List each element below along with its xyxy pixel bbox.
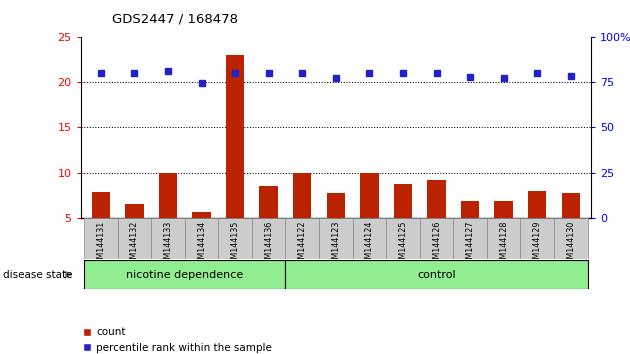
Text: GDS2447 / 168478: GDS2447 / 168478 [112, 12, 238, 25]
Text: GSM144133: GSM144133 [163, 221, 173, 269]
Bar [125, 204, 144, 218]
Bar [561, 193, 580, 218]
Text: GSM144136: GSM144136 [264, 221, 273, 269]
Legend: count, percentile rank within the sample: count, percentile rank within the sample [83, 327, 272, 353]
FancyBboxPatch shape [185, 218, 218, 259]
Text: disease state: disease state [3, 270, 72, 280]
FancyBboxPatch shape [218, 218, 252, 259]
Text: GSM144134: GSM144134 [197, 221, 206, 269]
Bar [495, 201, 513, 218]
Text: control: control [417, 270, 456, 280]
FancyBboxPatch shape [84, 218, 118, 259]
Text: GSM144130: GSM144130 [566, 221, 575, 269]
Bar [461, 201, 479, 218]
Bar [427, 180, 446, 218]
FancyBboxPatch shape [454, 218, 487, 259]
Bar [226, 55, 244, 218]
FancyBboxPatch shape [520, 218, 554, 259]
Text: GSM144132: GSM144132 [130, 221, 139, 269]
Text: GSM144122: GSM144122 [298, 221, 307, 269]
Bar [91, 193, 110, 218]
FancyBboxPatch shape [285, 260, 588, 289]
Text: GSM144135: GSM144135 [231, 221, 239, 269]
Bar [192, 212, 210, 218]
FancyBboxPatch shape [353, 218, 386, 259]
Bar [394, 184, 412, 218]
Text: GSM144124: GSM144124 [365, 221, 374, 269]
FancyBboxPatch shape [319, 218, 353, 259]
FancyBboxPatch shape [487, 218, 520, 259]
Bar [260, 186, 278, 218]
Text: GSM144127: GSM144127 [466, 221, 474, 269]
Bar [326, 193, 345, 218]
Text: GSM144123: GSM144123 [331, 221, 340, 269]
Bar [528, 190, 546, 218]
FancyBboxPatch shape [420, 218, 454, 259]
Text: GSM144128: GSM144128 [499, 221, 508, 269]
FancyBboxPatch shape [118, 218, 151, 259]
FancyBboxPatch shape [285, 218, 319, 259]
FancyBboxPatch shape [252, 218, 285, 259]
FancyBboxPatch shape [554, 218, 588, 259]
Text: nicotine dependence: nicotine dependence [126, 270, 243, 280]
FancyBboxPatch shape [151, 218, 185, 259]
Text: GSM144129: GSM144129 [533, 221, 542, 269]
Text: GSM144131: GSM144131 [96, 221, 105, 269]
Bar [293, 173, 311, 218]
Bar [159, 173, 177, 218]
FancyBboxPatch shape [84, 260, 285, 289]
FancyBboxPatch shape [386, 218, 420, 259]
Bar [360, 173, 379, 218]
Text: GSM144125: GSM144125 [398, 221, 408, 269]
Text: GSM144126: GSM144126 [432, 221, 441, 269]
